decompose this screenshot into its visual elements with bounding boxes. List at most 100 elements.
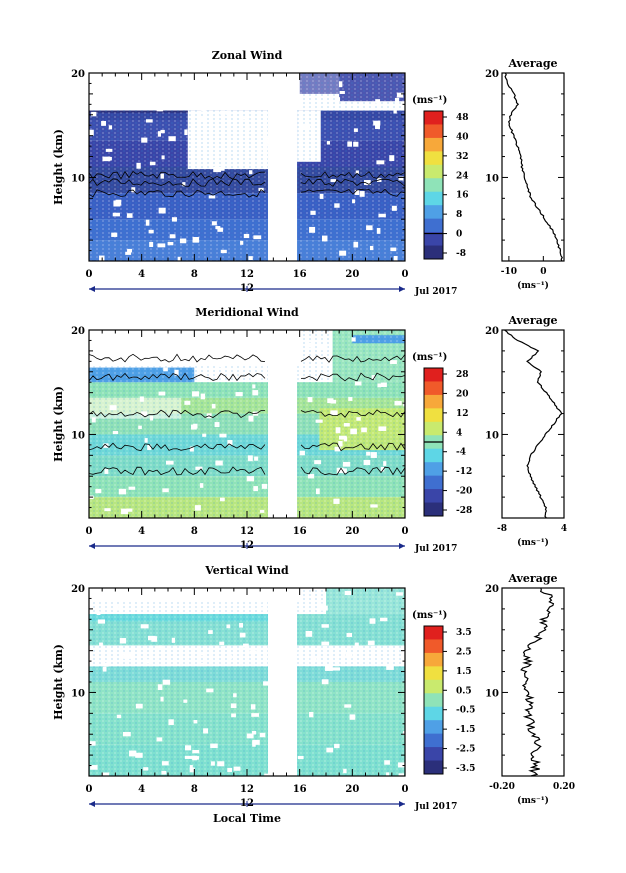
- x-tick-label: 8: [191, 269, 198, 280]
- x-tick-label: 20: [345, 784, 359, 795]
- no-data-pixel: [184, 400, 191, 405]
- no-data-pixel: [258, 146, 262, 153]
- profile-x-tick-label: -10: [501, 267, 517, 277]
- profile-x-tick-label: 4: [561, 524, 567, 534]
- panel-2: Vertical Wind Height (km) 0 4 8 12 16 20 0 10 20 12…: [52, 564, 575, 825]
- no-data-pixel: [352, 199, 356, 204]
- no-data-pixel: [211, 403, 216, 409]
- no-data-pixel: [210, 743, 218, 748]
- no-data-pixel: [321, 624, 329, 628]
- colorbar-segment: [424, 368, 443, 382]
- no-data-pixel: [378, 213, 386, 218]
- no-data-pixel: [380, 466, 385, 472]
- no-data-pixel: [148, 229, 154, 234]
- no-data-pixel: [99, 775, 106, 781]
- no-data-pixel: [334, 446, 341, 452]
- no-data-pixel: [199, 483, 204, 488]
- no-data-pixel: [354, 381, 362, 386]
- month-label: Jul 2017: [414, 544, 457, 554]
- no-data-pixel: [326, 747, 334, 753]
- no-data-pixel: [192, 237, 200, 243]
- no-data-pixel: [377, 383, 382, 388]
- no-data-pixel: [393, 255, 398, 261]
- colorbar-segment: [424, 639, 443, 654]
- no-data-pixel: [193, 719, 198, 724]
- no-data-pixel: [160, 696, 164, 702]
- colorbar-segment: [424, 475, 443, 490]
- colorbar-tick-label: -8: [456, 249, 466, 259]
- no-data-pixel: [338, 81, 343, 88]
- no-data-pixel: [139, 396, 144, 402]
- no-data-pixel: [194, 505, 201, 511]
- no-data-pixel: [140, 624, 149, 629]
- colorbar-tick-label: -4: [456, 448, 466, 458]
- contour-line: [88, 442, 406, 452]
- no-data-pixel: [370, 452, 377, 458]
- colorbar-tick-label: -2.5: [456, 745, 475, 755]
- colorbar-unit: (ms⁻¹): [412, 352, 447, 363]
- no-data-pixel: [147, 635, 156, 641]
- no-data-pixel: [307, 397, 313, 403]
- no-data-pixel: [242, 116, 248, 120]
- no-data-pixel: [169, 234, 176, 239]
- colorbar-tick-label: -28: [456, 506, 472, 516]
- no-data-pixel: [227, 440, 233, 446]
- colorbar-unit: (ms⁻¹): [412, 610, 447, 621]
- no-data-pixel: [298, 651, 302, 657]
- colorbar-segment: [424, 626, 443, 640]
- no-data-pixel: [135, 752, 143, 758]
- date-arrow-left: [89, 543, 95, 549]
- no-data-pixel: [302, 123, 311, 129]
- no-data-pixel: [171, 217, 177, 222]
- colorbar-tick-label: 24: [456, 171, 469, 181]
- no-data-pixel: [239, 632, 246, 638]
- profile-line: [504, 329, 563, 519]
- no-data-pixel: [404, 141, 411, 146]
- profile-unit: (ms⁻¹): [517, 537, 549, 548]
- no-data-pixel: [326, 141, 331, 145]
- no-data-pixel: [320, 344, 328, 351]
- colorbar-tick-label: -1.5: [456, 725, 475, 735]
- no-data-pixel: [394, 400, 402, 406]
- profile-title: Average: [507, 57, 557, 70]
- no-data-pixel: [366, 451, 371, 456]
- date-label: 12: [240, 283, 254, 294]
- colorbar-tick-label: -3.5: [456, 764, 475, 774]
- no-data-pixel: [161, 155, 165, 160]
- y-tick-label: 10: [71, 430, 85, 441]
- y-tick-label: 20: [71, 326, 85, 337]
- colorbar-segment: [424, 706, 443, 721]
- no-data-pixel: [203, 728, 209, 734]
- no-data-pixel: [219, 641, 225, 646]
- colorbar-tick-label: -0.5: [456, 706, 475, 716]
- no-data-pixel: [200, 652, 206, 656]
- no-data-pixel: [115, 604, 119, 611]
- no-data-pixel: [145, 119, 153, 123]
- colorbar: (ms⁻¹) 28 20 12 4 -4 -12 -20 -28: [412, 352, 472, 517]
- no-data-pixel: [321, 679, 329, 685]
- profile-y-tick-label: 10: [485, 430, 499, 441]
- no-data-pixel: [390, 360, 397, 364]
- no-data-pixel: [158, 645, 162, 650]
- no-data-pixel: [182, 182, 186, 187]
- no-data-pixel: [398, 176, 404, 181]
- no-data-pixel: [394, 97, 400, 104]
- no-data-pixel: [208, 630, 213, 634]
- no-data-pixel: [106, 662, 110, 666]
- colorbar-segment: [424, 733, 443, 748]
- no-data-pixel: [375, 124, 380, 130]
- no-data-pixel: [206, 688, 214, 693]
- no-data-pixel: [251, 730, 257, 735]
- no-data-pixel: [126, 213, 133, 218]
- colorbar-tick-label: -12: [456, 467, 472, 477]
- colorbar-segment: [424, 448, 443, 463]
- no-data-pixel: [354, 642, 359, 649]
- zero-contours: [88, 170, 406, 198]
- colorbar-tick-label: 3.5: [456, 628, 472, 638]
- no-data-pixel: [118, 488, 127, 495]
- no-data-pixel: [307, 474, 315, 479]
- no-data-pixel: [219, 433, 227, 438]
- x-tick-label: 12: [240, 526, 254, 537]
- no-data-pixel: [266, 135, 270, 140]
